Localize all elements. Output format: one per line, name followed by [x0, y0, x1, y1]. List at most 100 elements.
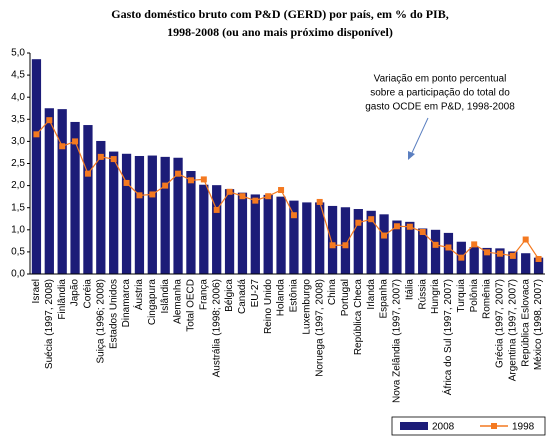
- x-tick-label: Estônia: [289, 279, 300, 313]
- marker: [484, 249, 491, 256]
- bar: [250, 194, 260, 274]
- x-tick-label: República Checa: [353, 279, 364, 356]
- y-tick-label: 1,5: [11, 202, 25, 213]
- arrow-head: [408, 151, 415, 160]
- marker: [187, 177, 194, 184]
- marker: [226, 188, 233, 195]
- marker: [200, 176, 207, 183]
- bar: [134, 155, 145, 274]
- marker: [33, 131, 40, 138]
- x-tick-label: Austrália (1998; 2006): [211, 279, 222, 377]
- bar: [173, 157, 183, 274]
- marker: [393, 223, 400, 230]
- marker: [316, 198, 323, 205]
- marker: [175, 170, 182, 177]
- annotation: sobre a participação do total do: [370, 88, 510, 99]
- bar: [276, 196, 286, 274]
- marker: [110, 156, 117, 163]
- bar: [199, 184, 209, 274]
- x-tick-label: Suécia (1997, 2008): [44, 279, 55, 369]
- x-tick-label: Israel: [31, 279, 42, 303]
- x-tick-label: Japão: [70, 279, 81, 307]
- marker: [149, 191, 156, 198]
- marker: [265, 193, 272, 200]
- x-tick-label: Irlanda: [366, 279, 377, 310]
- marker: [522, 236, 529, 243]
- bar: [96, 140, 106, 274]
- marker: [406, 223, 413, 230]
- annotation: Variação em ponto percentual: [374, 74, 507, 85]
- x-tick-label: México (1998, 2007): [533, 279, 544, 370]
- bar: [83, 125, 93, 275]
- y-tick-label: 4,5: [11, 70, 25, 81]
- marker: [252, 197, 259, 204]
- marker: [290, 212, 297, 219]
- marker: [419, 229, 426, 236]
- marker: [368, 216, 375, 223]
- x-tick-label: África do Sul (1997, 2007): [441, 279, 454, 395]
- y-tick-label: 1,0: [11, 224, 25, 235]
- bar: [482, 247, 492, 274]
- x-tick-label: Canadá: [237, 279, 248, 314]
- x-tick-label: Noruega (1997, 2008): [314, 279, 325, 377]
- bar: [430, 229, 441, 274]
- x-tick-label: Cingapura: [147, 279, 158, 326]
- marker: [278, 187, 285, 194]
- marker: [509, 252, 516, 259]
- x-tick-label: Holanda: [276, 279, 287, 317]
- marker: [432, 241, 439, 248]
- marker: [97, 153, 104, 160]
- marker: [496, 250, 503, 257]
- annotation: gasto OCDE em P&D, 1998-2008: [365, 102, 515, 113]
- bar: [186, 171, 196, 274]
- x-tick-label: Romênia: [482, 279, 493, 319]
- legend-swatch: [491, 423, 497, 429]
- bar: [315, 202, 325, 274]
- bar: [521, 253, 531, 274]
- bar: [121, 153, 132, 274]
- bar: [392, 220, 402, 274]
- x-tick-label: Nova Zelândia (1997, 2007): [392, 279, 403, 403]
- bar: [70, 121, 80, 275]
- x-tick-label: Argentina (1997, 2007): [507, 279, 518, 381]
- x-tick-label: República Eslovaca: [520, 279, 531, 367]
- legend-label: 2008: [432, 422, 455, 433]
- marker: [123, 179, 130, 186]
- x-tick-label: Suiça (1996; 2008): [95, 279, 106, 364]
- y-tick-label: 0,5: [11, 247, 25, 258]
- bar: [418, 228, 428, 274]
- x-tick-label: Reino Unido: [263, 279, 274, 334]
- x-tick-label: França: [198, 279, 209, 311]
- x-tick-label: Luxemburgo: [301, 279, 312, 335]
- bar: [405, 221, 415, 274]
- bar: [340, 207, 351, 274]
- legend-label: 1998: [512, 422, 535, 433]
- bar: [57, 109, 67, 274]
- x-tick-label: Portugal: [340, 279, 351, 316]
- x-tick-label: Hungria: [430, 279, 441, 314]
- x-tick-label: Espanha: [379, 279, 390, 319]
- x-tick-label: Total OECD: [186, 279, 197, 332]
- marker: [162, 182, 169, 189]
- marker: [445, 244, 452, 251]
- bar: [353, 209, 363, 274]
- marker: [84, 170, 91, 177]
- marker: [329, 242, 336, 249]
- x-tick-label: Finlândia: [57, 279, 68, 320]
- bar: [366, 210, 376, 274]
- bar: [289, 200, 299, 274]
- bar: [508, 251, 518, 274]
- x-tick-label: Polônia: [469, 279, 480, 313]
- y-tick-label: 2,0: [11, 180, 25, 191]
- marker: [239, 193, 246, 200]
- chart-title: Gasto doméstico bruto com P&D (GERD) por…: [111, 7, 448, 21]
- bar: [109, 151, 119, 274]
- marker: [458, 254, 465, 261]
- marker: [342, 242, 349, 249]
- bar: [237, 192, 248, 274]
- legend: [391, 416, 546, 436]
- bar: [263, 194, 273, 274]
- x-tick-label: Itália: [404, 279, 415, 301]
- chart-title: 1998-2008 (ou ano mais próximo disponíve…: [167, 25, 393, 39]
